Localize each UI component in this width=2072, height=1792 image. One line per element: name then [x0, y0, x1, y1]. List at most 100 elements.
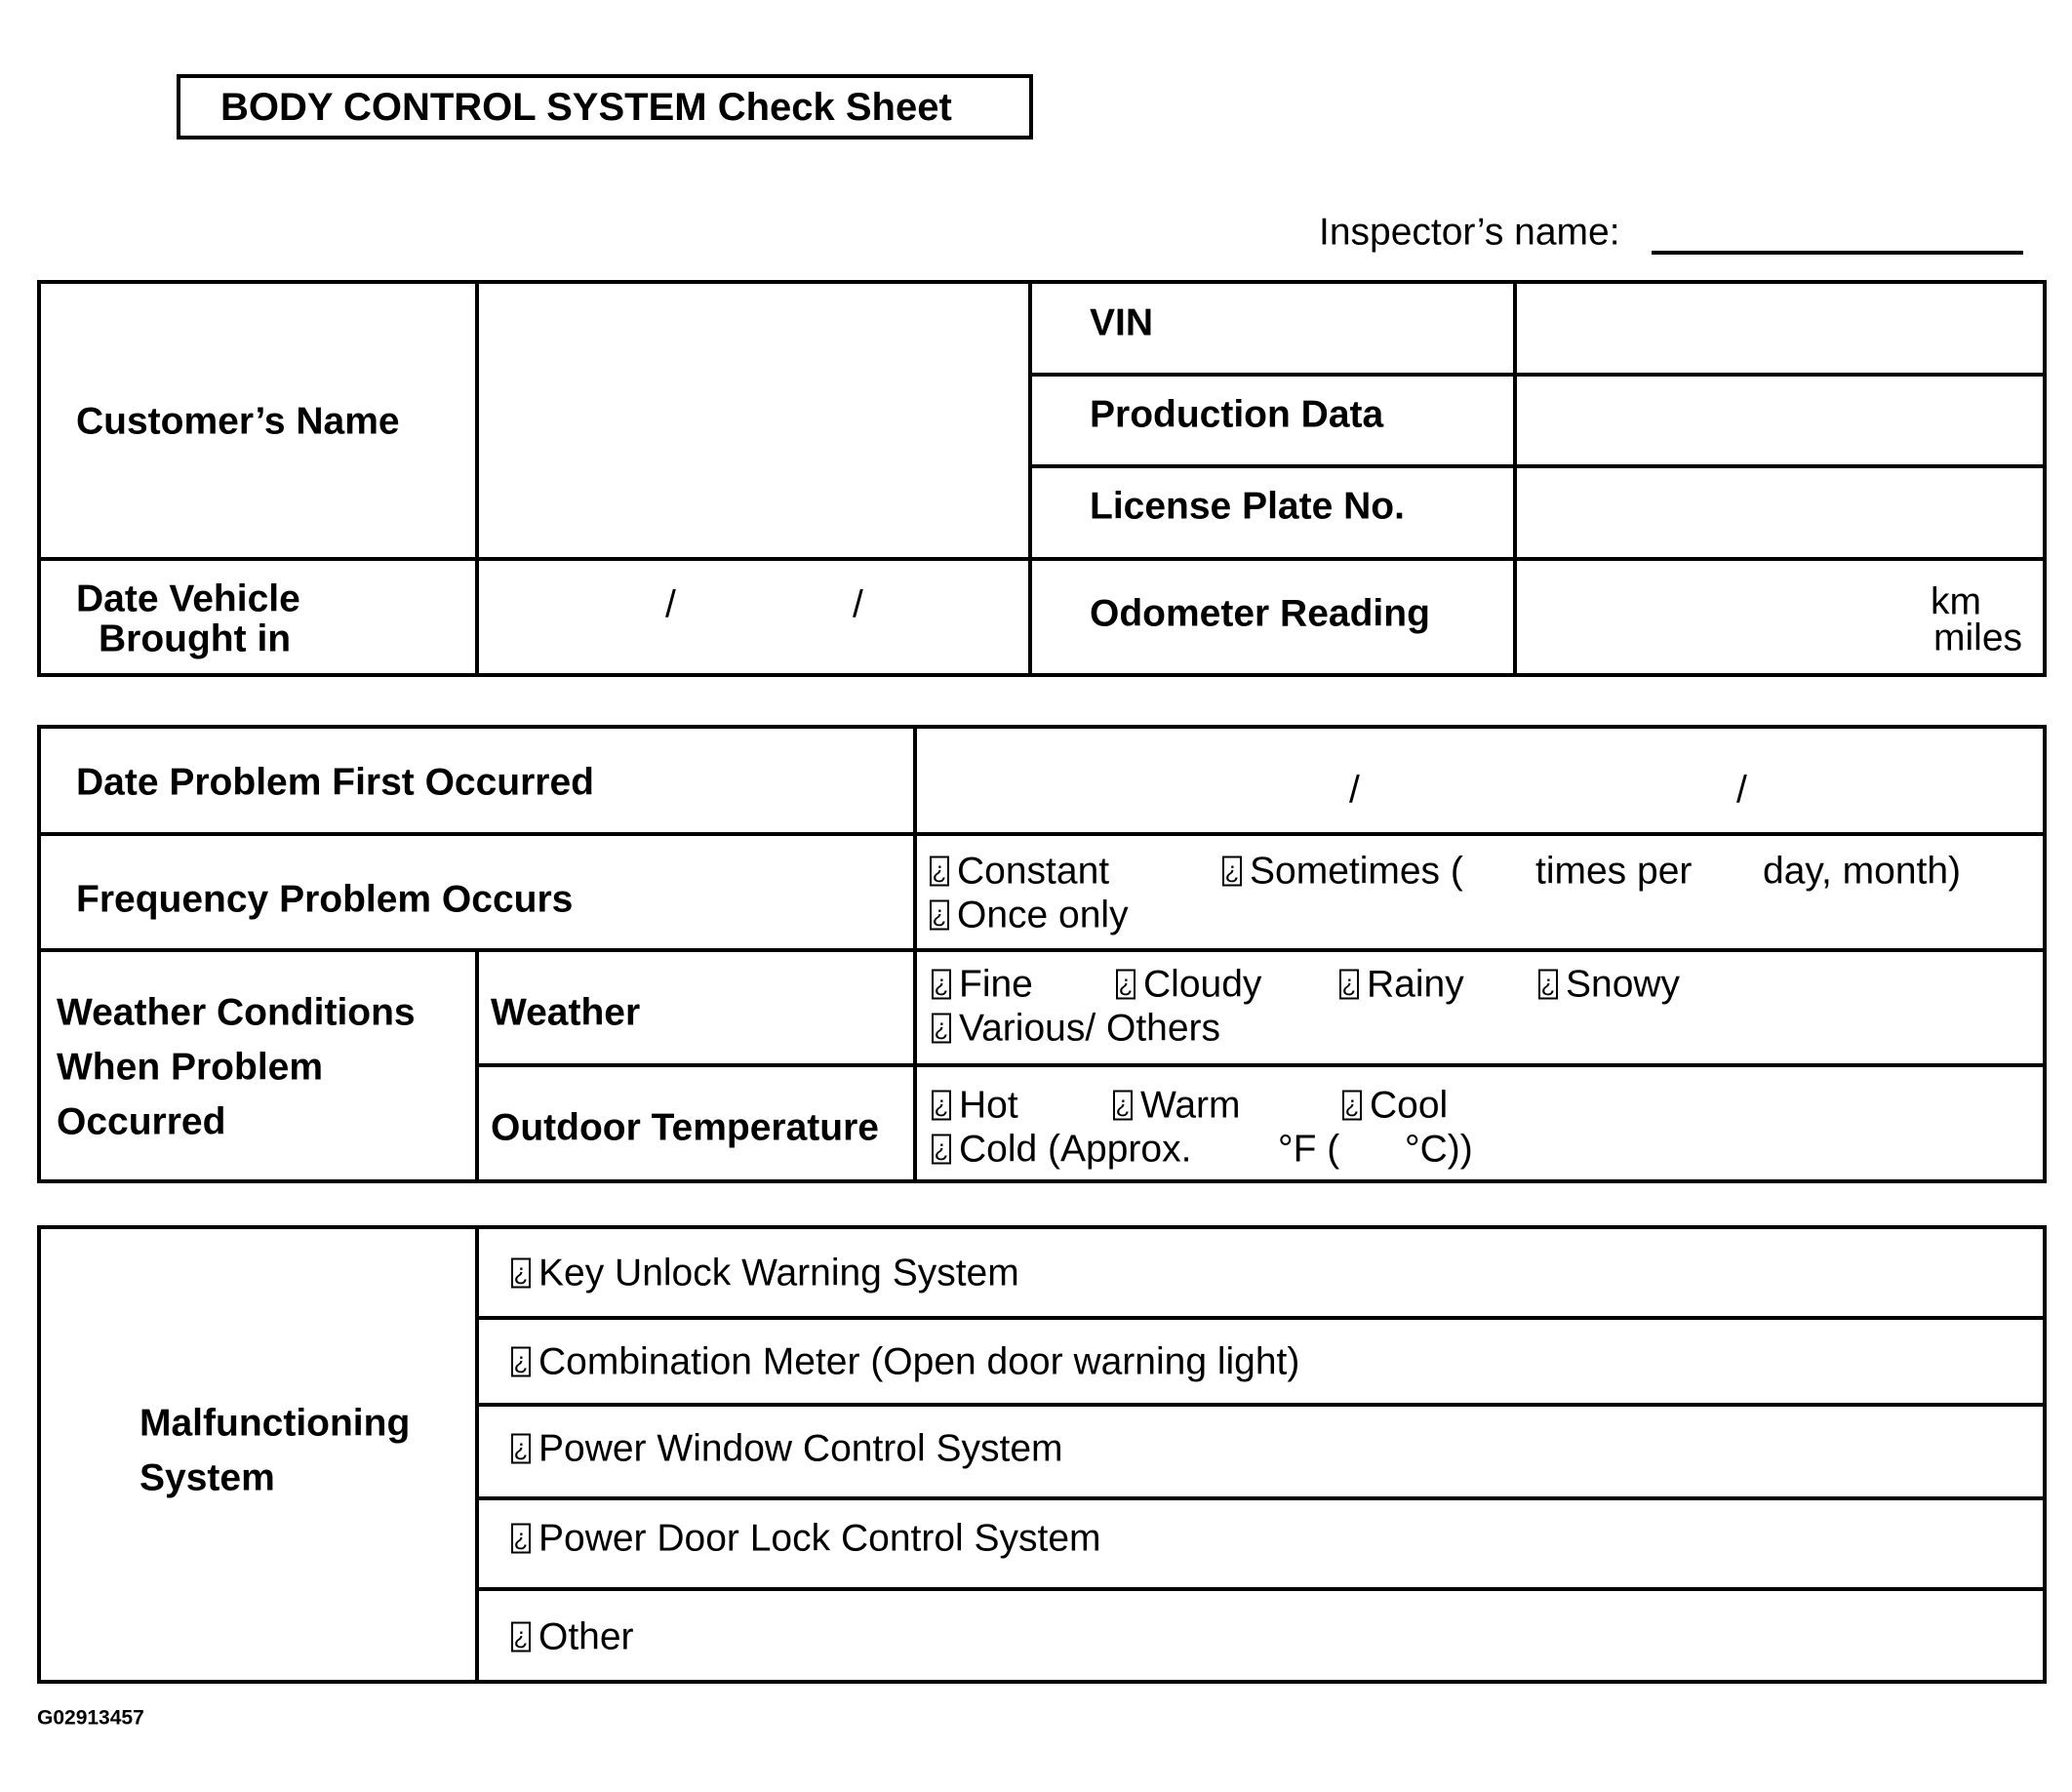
divider	[1513, 280, 1517, 677]
divider	[37, 948, 2047, 952]
date-first-occurred-label: Date Problem First Occurred	[76, 761, 594, 804]
weather-conditions-label: Occurred	[57, 1100, 226, 1143]
option-label: Rainy	[1367, 963, 1464, 1006]
divider	[1028, 280, 1032, 677]
checkbox-icon[interactable]: ¿	[1339, 969, 1359, 1000]
date-separator: /	[665, 583, 676, 626]
checkbox-icon[interactable]: ¿	[932, 1134, 951, 1165]
date-separator: /	[853, 583, 863, 626]
option-label: Once only	[957, 894, 1129, 936]
option-power-door-lock[interactable]: ¿ Power Door Lock Control System	[511, 1520, 1101, 1558]
divider	[37, 832, 2047, 836]
weather-conditions-label: Weather Conditions	[57, 991, 416, 1034]
celsius-text: °C))	[1405, 1128, 1473, 1171]
option-key-unlock[interactable]: ¿ Key Unlock Warning System	[511, 1254, 1019, 1293]
option-label: Warm	[1140, 1084, 1241, 1127]
checkbox-icon[interactable]: ¿	[932, 1090, 951, 1121]
outdoor-temperature-label: Outdoor Temperature	[491, 1106, 879, 1149]
option-label: Cloudy	[1143, 963, 1262, 1006]
checkbox-icon[interactable]: ¿	[511, 1257, 531, 1289]
figure-id: G02913457	[37, 1706, 144, 1730]
divider	[475, 1496, 2047, 1500]
page-title: BODY CONTROL SYSTEM Check Sheet	[220, 86, 952, 129]
date-brought-in-label: Date Vehicle	[76, 577, 300, 620]
date-separator: /	[1349, 769, 1360, 812]
times-per-text: times per	[1535, 850, 1693, 893]
option-snowy[interactable]: ¿ Snowy	[1538, 966, 1680, 1004]
divider	[475, 1063, 2047, 1067]
option-sometimes[interactable]: ¿ Sometimes (	[1222, 853, 1463, 891]
production-data-label: Production Data	[1090, 393, 1384, 436]
divider	[475, 948, 479, 1183]
weather-conditions-label: When Problem	[57, 1046, 324, 1089]
divider	[1028, 373, 2047, 377]
option-label: Constant	[957, 850, 1110, 893]
date-brought-in-label: Brought in	[99, 617, 292, 660]
checkbox-icon[interactable]: ¿	[1342, 1090, 1362, 1121]
option-label: Power Door Lock Control System	[538, 1517, 1101, 1560]
unit-km: km	[1931, 580, 1981, 623]
problem-table	[37, 725, 2047, 1183]
checkbox-icon[interactable]: ¿	[511, 1433, 531, 1464]
option-fine[interactable]: ¿ Fine	[932, 966, 1033, 1004]
divider	[1028, 464, 2047, 468]
divider	[475, 280, 479, 677]
checkbox-icon[interactable]: ¿	[932, 1013, 951, 1044]
option-combination-meter[interactable]: ¿ Combination Meter (Open door warning li…	[511, 1343, 1299, 1381]
option-cool[interactable]: ¿ Cool	[1342, 1087, 1448, 1125]
divider	[475, 1225, 479, 1684]
weather-label: Weather	[491, 991, 641, 1034]
checkbox-icon[interactable]: ¿	[511, 1523, 531, 1554]
vin-label: VIN	[1090, 301, 1154, 344]
checkbox-icon[interactable]: ¿	[1222, 856, 1242, 887]
option-label: Power Window Control System	[538, 1427, 1063, 1470]
option-label: Combination Meter (Open door warning lig…	[538, 1340, 1300, 1383]
option-hot[interactable]: ¿ Hot	[932, 1087, 1018, 1125]
day-month-text: day, month)	[1763, 850, 1962, 893]
fahrenheit-text: °F (	[1278, 1128, 1340, 1171]
inspector-name-field[interactable]	[1652, 251, 2023, 255]
odometer-label: Odometer Reading	[1090, 592, 1430, 635]
checkbox-icon[interactable]: ¿	[930, 856, 949, 887]
inspector-label: Inspector’s name:	[1319, 211, 1620, 254]
frequency-label: Frequency Problem Occurs	[76, 878, 574, 921]
malfunction-label: Malfunctioning	[139, 1402, 411, 1445]
option-other[interactable]: ¿ Other	[511, 1618, 634, 1656]
option-power-window[interactable]: ¿ Power Window Control System	[511, 1430, 1063, 1468]
option-warm[interactable]: ¿ Warm	[1113, 1087, 1241, 1125]
divider	[475, 1587, 2047, 1591]
option-label: Cold (Approx.	[959, 1128, 1192, 1171]
malfunction-table	[37, 1225, 2047, 1684]
customer-name-field[interactable]	[479, 284, 1028, 557]
customer-name-label: Customer’s Name	[76, 400, 400, 443]
checkbox-icon[interactable]: ¿	[1538, 969, 1558, 1000]
title-box	[177, 74, 1033, 139]
checkbox-icon[interactable]: ¿	[1116, 969, 1136, 1000]
option-various[interactable]: ¿ Various/ Others	[932, 1010, 1220, 1048]
option-label: Other	[538, 1615, 634, 1658]
checkbox-icon[interactable]: ¿	[932, 969, 951, 1000]
option-label: Sometimes (	[1250, 850, 1463, 893]
divider	[913, 725, 917, 1183]
divider	[37, 557, 2047, 561]
divider	[475, 1403, 2047, 1407]
date-separator: /	[1736, 769, 1747, 812]
option-cold[interactable]: ¿ Cold (Approx.	[932, 1131, 1191, 1169]
option-label: Fine	[959, 963, 1033, 1006]
checkbox-icon[interactable]: ¿	[930, 899, 949, 931]
malfunction-label: System	[139, 1456, 275, 1499]
option-label: Key Unlock Warning System	[538, 1252, 1019, 1294]
option-rainy[interactable]: ¿ Rainy	[1339, 966, 1464, 1004]
checkbox-icon[interactable]: ¿	[511, 1346, 531, 1377]
option-constant[interactable]: ¿ Constant	[930, 853, 1109, 891]
unit-miles: miles	[1933, 617, 2023, 659]
option-once-only[interactable]: ¿ Once only	[930, 896, 1129, 935]
option-label: Various/ Others	[959, 1007, 1221, 1050]
option-label: Hot	[959, 1084, 1018, 1127]
option-cloudy[interactable]: ¿ Cloudy	[1116, 966, 1261, 1004]
license-plate-label: License Plate No.	[1090, 485, 1405, 528]
option-label: Cool	[1370, 1084, 1449, 1127]
divider	[475, 1316, 2047, 1320]
checkbox-icon[interactable]: ¿	[1113, 1090, 1133, 1121]
checkbox-icon[interactable]: ¿	[511, 1621, 531, 1653]
